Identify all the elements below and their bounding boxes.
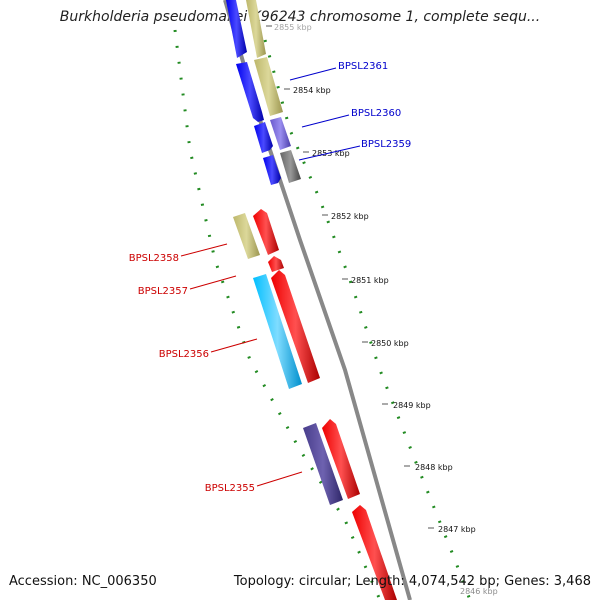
gene-cds-reverse[interactable] <box>253 209 279 255</box>
gene-cds-forward[interactable] <box>254 122 273 153</box>
gene-label-leader <box>210 338 258 353</box>
gene-cog-bar[interactable] <box>270 117 291 150</box>
gene-cog-bar[interactable] <box>246 0 266 58</box>
scale-ticks <box>266 25 434 529</box>
kbp-label: 2855 kbp <box>274 23 312 32</box>
gene-cds-reverse[interactable] <box>322 419 360 499</box>
gene-cds-forward[interactable] <box>236 62 264 122</box>
kbp-label: 2852 kbp <box>331 212 369 221</box>
gene-label-bpsl2357[interactable]: BPSL2357 <box>138 286 188 297</box>
kbp-label: 2854 kbp <box>293 86 331 95</box>
map-title: Burkholderia pseudomallei K96243 chromos… <box>59 9 541 25</box>
gene-label-leader <box>301 114 350 128</box>
topology-text: Topology: circular; Length: 4,074,542 bp… <box>233 574 591 589</box>
gene-cds-reverse[interactable] <box>271 270 320 383</box>
gene-label-bpsl2355[interactable]: BPSL2355 <box>205 483 255 494</box>
gene-label-leader <box>180 243 228 257</box>
kbp-label: 2853 kbp <box>312 149 350 158</box>
gene-cds-forward[interactable] <box>263 155 281 185</box>
kbp-label: 2850 kbp <box>371 339 409 348</box>
gene-cds-forward[interactable] <box>226 0 247 58</box>
gene-cog-bar[interactable] <box>254 57 283 116</box>
gene-label-bpsl2360[interactable]: BPSL2360 <box>351 108 401 119</box>
gene-cog-bar[interactable] <box>303 423 343 505</box>
kbp-label: 2849 kbp <box>393 401 431 410</box>
gene-label-leader <box>289 67 337 81</box>
gene-label-leader <box>298 145 361 161</box>
gene-label-bpsl2359[interactable]: BPSL2359 <box>361 139 411 150</box>
gene-cog-bar[interactable] <box>233 213 260 259</box>
kbp-label: 2848 kbp <box>415 463 453 472</box>
gene-cds-reverse[interactable] <box>268 256 284 272</box>
gene-label-bpsl2358[interactable]: BPSL2358 <box>129 253 179 264</box>
gene-label-leader <box>189 275 237 290</box>
gene-label-bpsl2356[interactable]: BPSL2356 <box>159 349 209 360</box>
gene-cds-reverse[interactable] <box>352 505 397 600</box>
gene-label-bpsl2361[interactable]: BPSL2361 <box>338 61 388 72</box>
gene-cog-bar[interactable] <box>253 274 302 389</box>
gene-cog-bar[interactable] <box>280 150 301 183</box>
kbp-label: 2846 kbp <box>460 587 498 596</box>
kbp-label: 2851 kbp <box>351 276 389 285</box>
gene-label-leader <box>256 471 303 487</box>
kbp-label: 2847 kbp <box>438 525 476 534</box>
accession-text: Accession: NC_006350 <box>9 574 157 589</box>
